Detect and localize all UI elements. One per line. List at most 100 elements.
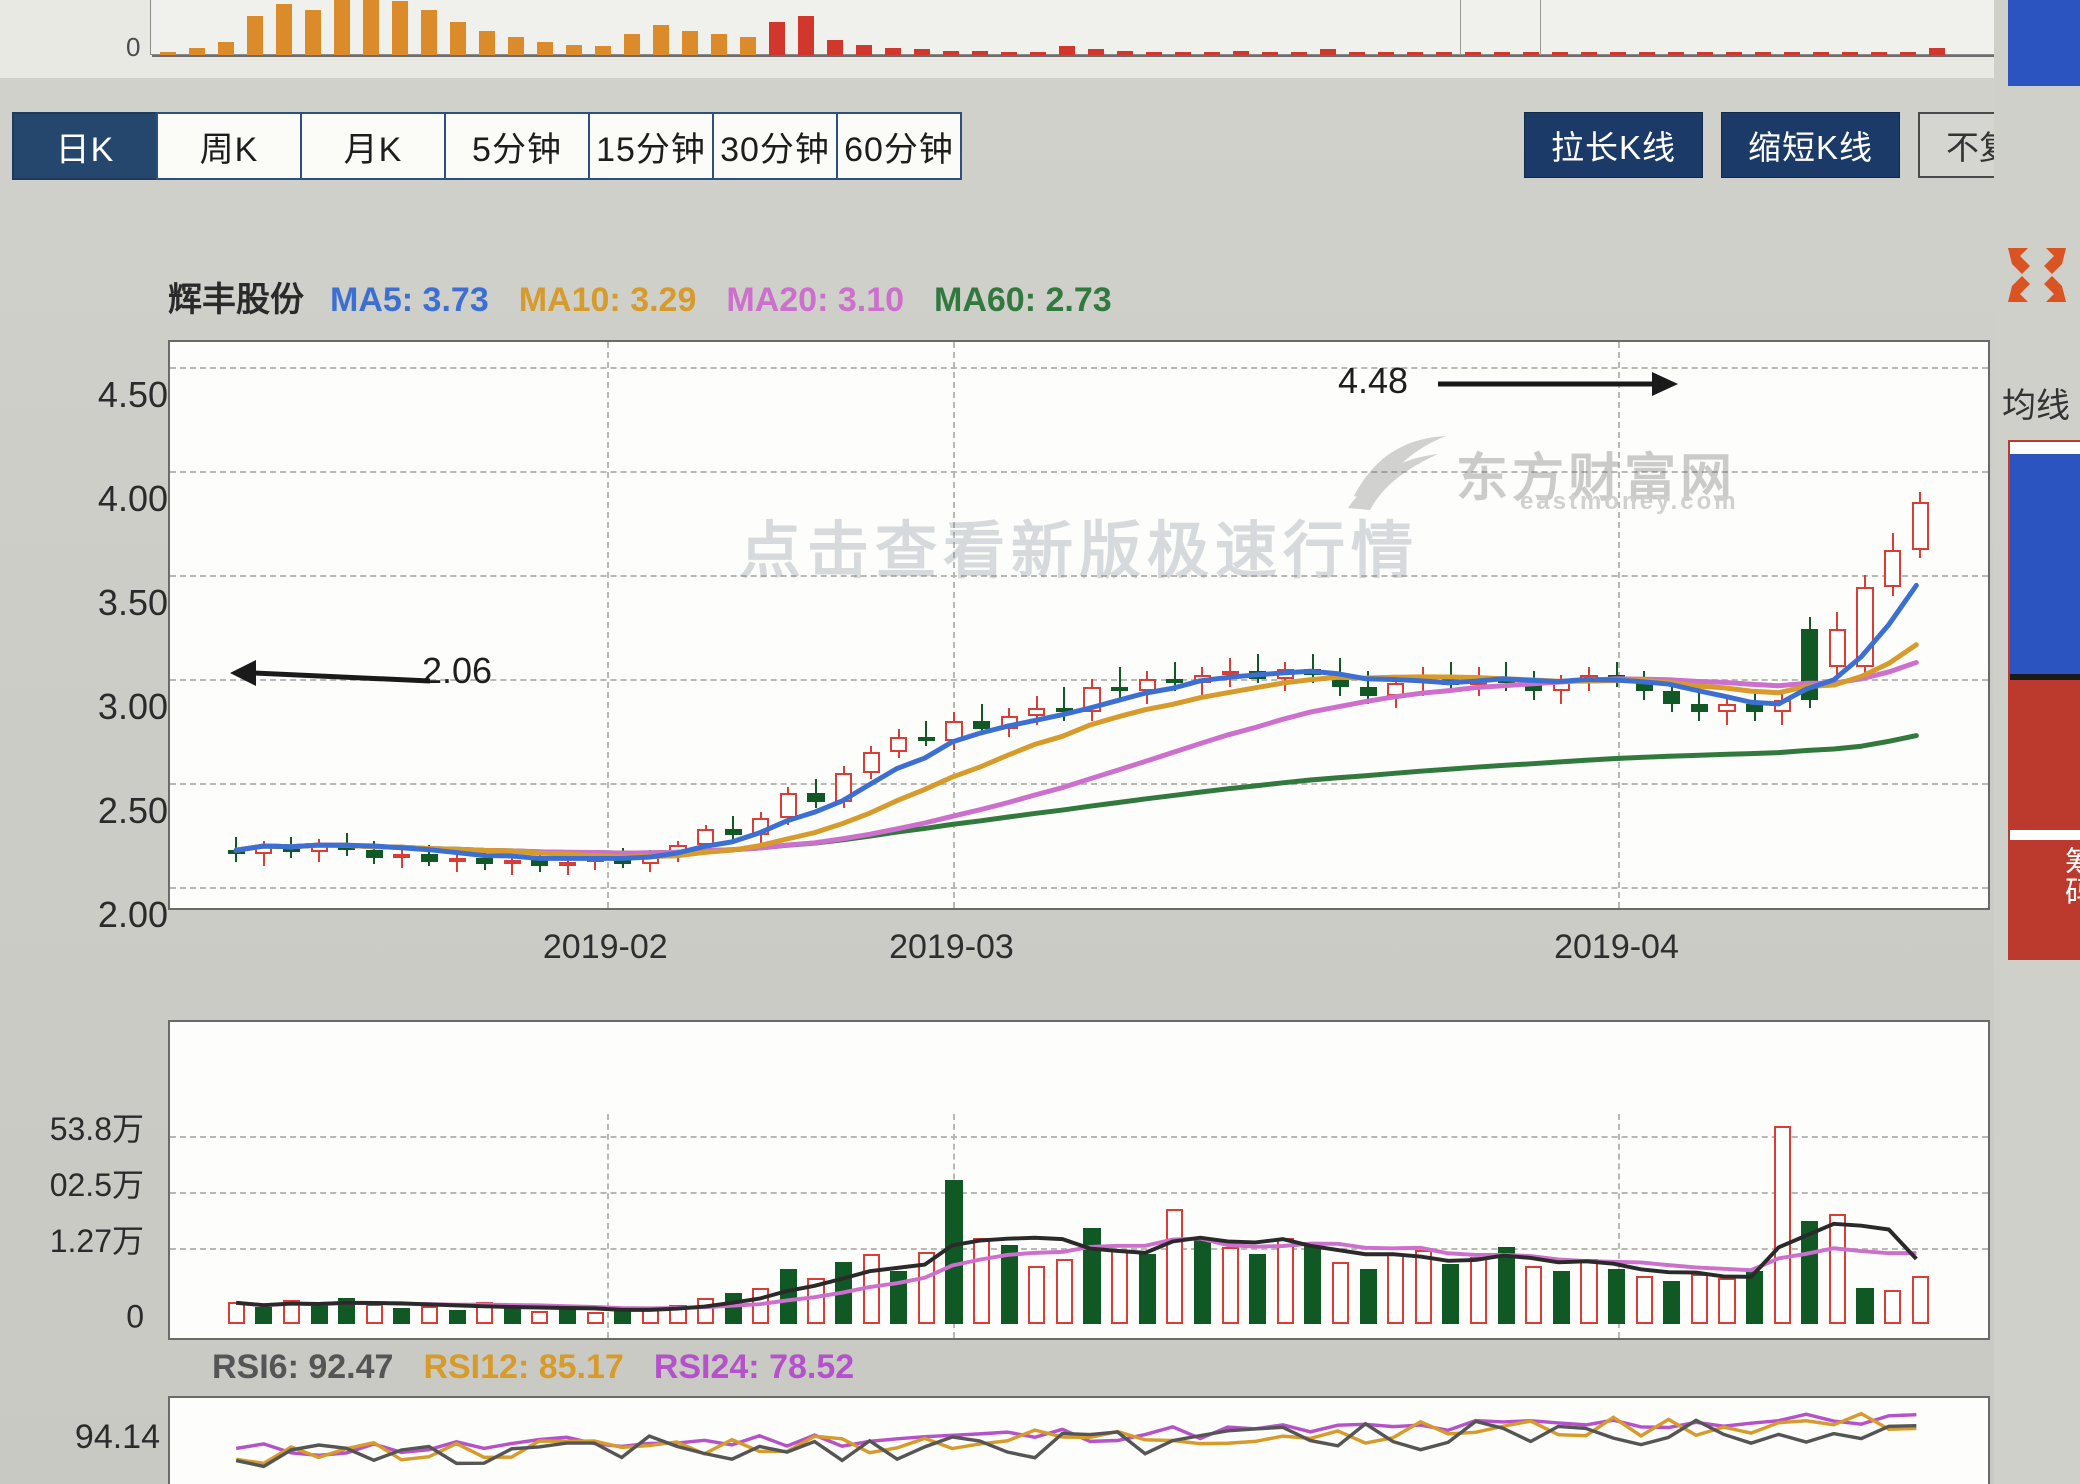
chip-histogram-strip: 0 [0, 0, 2080, 78]
gridline-h [170, 679, 1988, 681]
kline-chart[interactable]: 点击查看新版极速行情 东方财富网 eastmoney.com 4.48 2.06 [168, 340, 1990, 910]
date-axis-tick: 2019-02 [542, 928, 668, 966]
volume-bar [1028, 1266, 1046, 1324]
volume-ma-10 [235, 1236, 1917, 1311]
chip-histogram-bar [1726, 52, 1742, 55]
chip-histogram-bar [1784, 52, 1800, 55]
candlestick [393, 342, 411, 908]
rsi-chart[interactable] [168, 1396, 1990, 1484]
volume-bar [1414, 1249, 1432, 1324]
moving-average-lines [233, 582, 1919, 861]
chip-histogram-bar [972, 50, 988, 55]
chip-histogram-bar [392, 1, 408, 55]
volume-bar [1828, 1213, 1846, 1324]
sidebar-ma-label[interactable]: 均线 [2002, 387, 2070, 425]
volume-bar [420, 1306, 439, 1324]
volume-axis-tick: 02.5万 [49, 1167, 144, 1203]
legend-rsi6: RSI6: 92.47 [212, 1348, 394, 1386]
volume-bar [1304, 1242, 1322, 1324]
gridline-v [953, 342, 956, 908]
price-axis-tick: 3.00 [97, 686, 168, 727]
chip-histogram-gridline [1460, 0, 1461, 55]
candlestick [365, 342, 383, 908]
volume-bar [586, 1312, 604, 1324]
volume-bars-area [170, 1114, 1988, 1324]
chip-red-region [2010, 680, 2080, 830]
volume-bar [1055, 1259, 1073, 1324]
chip-histogram-bar [1030, 52, 1046, 55]
date-axis-tick: 2019-04 [1554, 928, 1679, 966]
volume-chart[interactable] [168, 1020, 1990, 1340]
chip-histogram-baseline [152, 55, 2023, 57]
period-tab-4[interactable]: 5分钟 [444, 112, 590, 180]
chip-histogram-bar [1755, 52, 1771, 55]
chip-histogram-bar [479, 31, 495, 55]
legend-ma5: MA5: 3.73 [330, 281, 489, 319]
chip-label[interactable]: 筹码 [2008, 840, 2080, 960]
chip-histogram-bar [1842, 52, 1858, 55]
gridline-h [170, 470, 1988, 473]
volume-bar [1607, 1268, 1626, 1324]
gridline-h [170, 366, 1988, 369]
period-tab-1[interactable]: 日K [12, 112, 158, 180]
chip-histogram-bar [682, 31, 698, 55]
chip-histogram-bar [1059, 46, 1075, 55]
candlestick [420, 342, 439, 908]
candlestick [835, 342, 853, 908]
volume-bar [282, 1299, 301, 1324]
volume-bar [255, 1307, 273, 1324]
chip-histogram-bar [1349, 52, 1365, 55]
chip-histogram-bar [421, 10, 437, 55]
volume-bar [558, 1308, 577, 1324]
volume-bar [807, 1278, 825, 1324]
chip-histogram-bar [1291, 52, 1307, 55]
volume-bar [1801, 1220, 1819, 1324]
gridline-v [1618, 1114, 1621, 1338]
stock-name: 辉丰股份 [168, 281, 304, 319]
volume-bar [614, 1309, 632, 1324]
volume-bar [779, 1268, 797, 1324]
rsi-axis-label: 94.14 [74, 1418, 160, 1456]
volume-bar [503, 1307, 521, 1324]
price-axis-tick: 3.50 [97, 581, 168, 623]
period-tab-7[interactable]: 60分钟 [836, 112, 962, 180]
rsi-lines [235, 1411, 1917, 1469]
lengthen-kline-button[interactable]: 拉长K线 [1524, 112, 1704, 178]
period-tabs: 日K 周K 月K 5分钟 15分钟 30分钟 60分钟 [12, 112, 962, 180]
volume-bar [1442, 1263, 1460, 1324]
chip-histogram-bar [276, 4, 292, 55]
chip-separator [2010, 674, 2080, 680]
candlestick [558, 342, 577, 908]
rsi-line-2 [235, 1411, 1917, 1466]
candlestick [1690, 342, 1708, 908]
chip-distribution-panel[interactable] [2008, 440, 2080, 900]
period-tab-5[interactable]: 15分钟 [588, 112, 714, 180]
volume-bar [531, 1310, 549, 1324]
period-tab-3[interactable]: 月K [300, 112, 446, 180]
expand-fullscreen-icon[interactable] [2006, 246, 2068, 304]
high-price-annotation: 4.48 [1338, 360, 1409, 401]
ma-line-5 [233, 582, 1919, 861]
right-sidebar: 均线 筹码 [1994, 0, 2080, 1484]
chip-histogram-bar [827, 40, 843, 55]
chip-histogram-zero-label: 0 [126, 32, 141, 62]
price-axis-tick: 4.50 [97, 373, 168, 415]
volume-axis-tick: 0 [126, 1298, 144, 1335]
period-tab-6[interactable]: 30分钟 [712, 112, 838, 180]
period-tab-2[interactable]: 周K [156, 112, 302, 180]
candlestick [696, 342, 715, 908]
chip-histogram-bar [1407, 52, 1423, 55]
chip-histogram-bar [653, 25, 669, 55]
candlestick [724, 342, 742, 908]
legend-ma20: MA20: 3.10 [726, 281, 905, 319]
chip-histogram-bar [711, 34, 727, 55]
price-axis-tick: 2.00 [97, 894, 168, 936]
chip-histogram-bar [856, 44, 872, 55]
volume-bar [1000, 1244, 1018, 1324]
shorten-kline-button[interactable]: 缩短K线 [1721, 112, 1901, 178]
chip-histogram-bar [218, 41, 234, 55]
candlestick [503, 342, 521, 908]
volume-bar [945, 1179, 963, 1324]
candlestick [862, 342, 880, 908]
